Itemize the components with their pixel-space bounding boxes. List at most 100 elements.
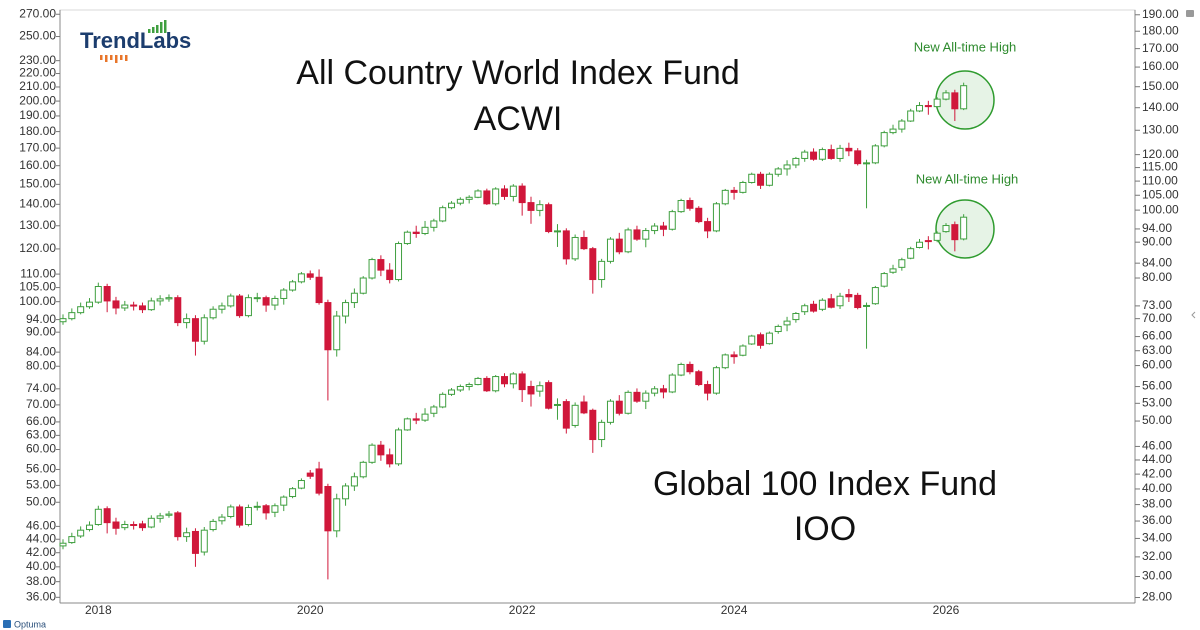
candle-body <box>686 363 694 373</box>
candle-body <box>642 392 650 402</box>
y2-tick-label: 60.00 <box>1142 358 1172 372</box>
candle-body <box>209 308 217 319</box>
y-tick-label: 90.00 <box>26 324 56 338</box>
y-tick-label: 210.00 <box>19 79 56 93</box>
candle-body <box>659 388 667 393</box>
annotation: New All-time High <box>914 39 1017 54</box>
logo-dash <box>120 55 123 60</box>
collapse-arrow[interactable] <box>1191 311 1196 319</box>
lock-icon[interactable] <box>1186 10 1194 17</box>
candle-body <box>138 523 146 529</box>
y-tick-label: 140.00 <box>19 196 56 210</box>
candle-body <box>430 220 438 228</box>
y-tick-label: 53.00 <box>26 478 56 492</box>
candle-body <box>704 221 712 232</box>
candle-body <box>156 515 164 519</box>
candle-body <box>827 298 835 308</box>
y2-tick-label: 90.00 <box>1142 234 1172 248</box>
candle-body <box>165 297 173 300</box>
logo-dash <box>125 55 128 61</box>
candle-body <box>695 371 703 386</box>
y2-tick-label: 120.00 <box>1142 147 1179 161</box>
candle-body <box>748 173 756 183</box>
y-tick-label: 180.00 <box>19 124 56 138</box>
candle-body <box>668 374 676 393</box>
y2-tick-label: 190.00 <box>1142 7 1179 21</box>
candle-body <box>659 225 667 230</box>
y-tick-label: 100.00 <box>19 294 56 308</box>
candle-body <box>527 385 535 395</box>
candle-body <box>933 232 941 241</box>
candle-body <box>377 259 385 271</box>
candle-body <box>907 248 915 259</box>
candle-body <box>615 238 623 253</box>
candle-body <box>174 297 182 324</box>
candle-body <box>818 299 826 310</box>
candle-body <box>94 508 102 526</box>
candle-body <box>580 401 588 414</box>
logo: TrendLabs <box>80 20 191 63</box>
candle-body <box>465 384 473 387</box>
y2-tick-label: 110.00 <box>1142 173 1178 187</box>
y-tick-label: 46.00 <box>26 519 56 533</box>
candle-body <box>350 476 358 487</box>
candle-body <box>589 409 597 441</box>
candle-body <box>757 173 765 186</box>
logo-text: TrendLabs <box>80 28 191 53</box>
logo-bar <box>156 25 159 33</box>
annotation: New All-time High <box>916 171 1019 186</box>
candle-body <box>730 189 738 193</box>
y-tick-label: 60.00 <box>26 442 56 456</box>
candle-body <box>112 521 120 529</box>
candle-body <box>686 200 694 209</box>
candle-body <box>774 325 782 333</box>
candle-body <box>456 385 464 391</box>
series-symbol: IOO <box>794 510 856 548</box>
series-symbol: ACWI <box>474 100 563 138</box>
candle-body <box>960 216 968 240</box>
candle-body <box>880 273 888 287</box>
candle-body <box>183 318 191 324</box>
y2-tick-label: 140.00 <box>1142 100 1179 114</box>
y2-tick-label: 44.00 <box>1142 452 1172 466</box>
candle-body <box>147 517 155 528</box>
candle-body <box>227 506 235 517</box>
candle-body <box>236 506 244 526</box>
candle-body <box>598 260 606 281</box>
candle-body <box>297 480 305 489</box>
candle-body <box>236 295 244 317</box>
candle-body <box>377 444 385 456</box>
candle-body <box>315 276 323 304</box>
candle-body <box>421 413 429 421</box>
candle-body <box>836 147 844 159</box>
candle-body <box>712 367 720 394</box>
candle-body <box>333 315 341 351</box>
y-tick-label: 66.00 <box>26 414 56 428</box>
candle-body <box>483 377 491 392</box>
y-tick-label: 120.00 <box>19 241 56 255</box>
candle-body <box>68 312 76 320</box>
y-tick-label: 63.00 <box>26 428 56 442</box>
candle-body <box>536 385 544 392</box>
candle-body <box>704 384 712 394</box>
y-tick-label: 220.00 <box>19 66 56 80</box>
candle-body <box>359 277 367 294</box>
candle-body <box>854 150 862 165</box>
candle-body <box>280 289 288 299</box>
candle-body <box>271 505 279 513</box>
candle-body <box>792 312 800 321</box>
candle-body <box>951 224 959 241</box>
candle-body <box>960 85 968 110</box>
candle-body <box>350 292 358 304</box>
y-tick-label: 44.00 <box>26 531 56 545</box>
y-tick-label: 200.00 <box>19 93 56 107</box>
candle-body <box>783 164 791 170</box>
candle-body <box>209 520 217 531</box>
candle-body <box>395 243 403 281</box>
candle-body <box>739 181 747 193</box>
logo-dash <box>110 55 113 60</box>
candle-body <box>448 389 456 395</box>
y-tick-label: 74.00 <box>26 381 56 395</box>
